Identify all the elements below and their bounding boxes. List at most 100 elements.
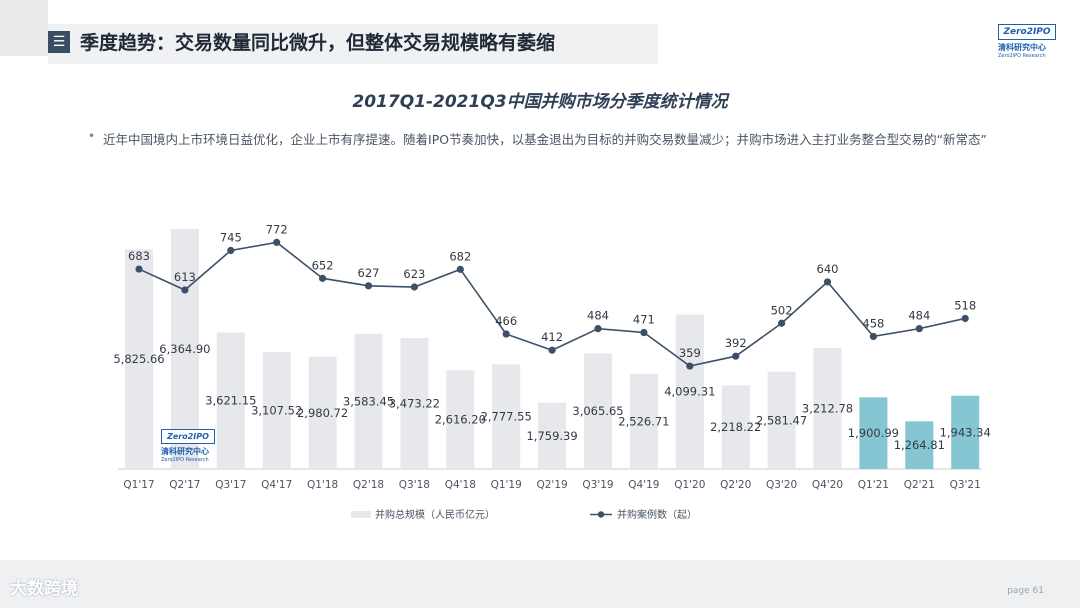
line-value-label: 640 — [817, 262, 839, 276]
bar-value-label: 3,212.78 — [802, 401, 853, 415]
watermark-en-text: Zero2IPO Research — [161, 457, 209, 463]
bar — [308, 356, 337, 469]
x-tick-label: Q2'18 — [353, 479, 384, 491]
line-point — [778, 319, 786, 327]
zero2ipo-logo: Zero2IPO 清科研究中心 Zero2IPO Research — [998, 24, 1062, 60]
line-point — [915, 325, 923, 333]
line-point — [732, 352, 740, 360]
logo-badge: Zero2IPO — [998, 24, 1056, 40]
x-tick-label: Q1'21 — [858, 479, 889, 491]
line-point — [823, 278, 832, 286]
bar — [721, 385, 750, 469]
footer-band — [0, 560, 1080, 608]
line-value-label: 359 — [679, 346, 701, 360]
x-tick-label: Q4'17 — [261, 479, 292, 491]
x-tick-label: Q1'18 — [307, 479, 338, 491]
watermark-badge: Zero2IPO — [161, 429, 215, 444]
x-tick-label: Q4'20 — [812, 479, 843, 491]
footer-watermark: 大数跨境 — [10, 579, 78, 599]
line-point — [548, 346, 556, 354]
bar — [538, 402, 567, 469]
line-point — [273, 238, 281, 246]
bar-value-label: 3,621.15 — [205, 394, 256, 408]
bar — [951, 395, 980, 469]
legend-bar-label: 并购总规模（人民币亿元） — [375, 508, 495, 521]
x-tick-label: Q1'20 — [674, 479, 705, 491]
bar-value-label: 4,099.31 — [664, 385, 715, 399]
bar-value-label: 1,759.39 — [526, 429, 577, 443]
x-tick-label: Q3'21 — [950, 479, 981, 491]
line-point — [135, 265, 143, 273]
bar-value-label: 2,581.47 — [756, 413, 807, 427]
bar — [125, 249, 153, 469]
line-value-label: 392 — [725, 336, 747, 350]
bar-value-label: 2,980.72 — [297, 406, 348, 420]
logo-cn-text: 清科研究中心 — [998, 43, 1046, 52]
x-tick-label: Q3'18 — [399, 479, 430, 491]
x-tick-label: Q2'20 — [720, 479, 751, 491]
x-tick-label: Q3'17 — [215, 479, 246, 491]
x-tick-label: Q2'19 — [536, 479, 567, 491]
bar-value-label: 3,107.52 — [251, 403, 302, 417]
line-point — [227, 246, 235, 255]
bar — [400, 338, 429, 469]
line-point — [686, 362, 694, 370]
chart-watermark-logo: Zero2IPO 清科研究中心 Zero2IPO Research — [161, 429, 221, 469]
x-tick-label: Q3'19 — [582, 479, 613, 491]
bar-value-label: 3,583.45 — [343, 394, 394, 408]
bar-value-label: 2,526.71 — [618, 414, 669, 428]
bar — [767, 371, 796, 469]
bar — [446, 370, 475, 469]
bar-value-label: 6,364.90 — [159, 342, 210, 356]
line-point — [181, 286, 189, 294]
line-point — [502, 330, 510, 338]
bar — [354, 333, 383, 469]
header-band — [48, 24, 658, 64]
menu-icon: ☰ — [48, 31, 70, 53]
line-point — [640, 328, 648, 337]
line-point — [961, 314, 969, 323]
bar — [859, 397, 888, 469]
x-tick-label: Q1'17 — [123, 479, 154, 491]
line-value-label: 683 — [128, 249, 150, 263]
line-value-label: 613 — [174, 270, 196, 284]
bar — [492, 364, 521, 469]
bar-value-label: 5,825.66 — [113, 352, 164, 366]
x-tick-label: Q3'20 — [766, 479, 797, 491]
watermark-cn-text: 清科研究中心 — [161, 447, 209, 456]
line-value-label: 484 — [908, 309, 930, 323]
bar — [262, 351, 291, 469]
bar-value-label: 1,264.81 — [894, 438, 945, 452]
bar-value-label: 2,777.55 — [481, 410, 532, 424]
line-point — [364, 282, 373, 290]
bar — [675, 314, 704, 469]
x-tick-label: Q2'21 — [904, 479, 935, 491]
logo-en-text: Zero2IPO Research — [998, 53, 1046, 59]
bar-value-label: 2,616.20 — [435, 413, 486, 427]
legend-bar-swatch — [351, 511, 371, 518]
x-tick-label: Q4'19 — [628, 479, 659, 491]
line-value-label: 627 — [358, 266, 380, 280]
page-number: page 61 — [1007, 586, 1044, 596]
line-value-label: 682 — [449, 249, 471, 263]
line-point — [410, 283, 418, 291]
line-value-label: 458 — [862, 316, 884, 330]
bar-value-label: 1,943.34 — [940, 425, 991, 439]
bar-value-label: 1,900.99 — [848, 426, 899, 440]
bar — [629, 373, 658, 469]
bar-value-label: 2,218.22 — [710, 420, 761, 434]
line-point — [319, 274, 327, 282]
legend-line-label: 并购案例数（起） — [617, 508, 697, 521]
line-value-label: 652 — [312, 258, 334, 272]
line-value-label: 471 — [633, 313, 655, 327]
line-point — [456, 265, 464, 273]
line-value-label: 518 — [954, 298, 976, 312]
bar — [905, 421, 934, 469]
bar — [813, 347, 842, 469]
bullet-text: 近年中国境内上市环境日益优化，企业上市有序提速。随着IPO节奏加快，以基金退出为… — [103, 132, 988, 147]
line-value-label: 502 — [771, 303, 793, 317]
corner-shade — [0, 0, 48, 56]
bullet-icon: • — [88, 129, 96, 143]
bar — [584, 353, 612, 469]
